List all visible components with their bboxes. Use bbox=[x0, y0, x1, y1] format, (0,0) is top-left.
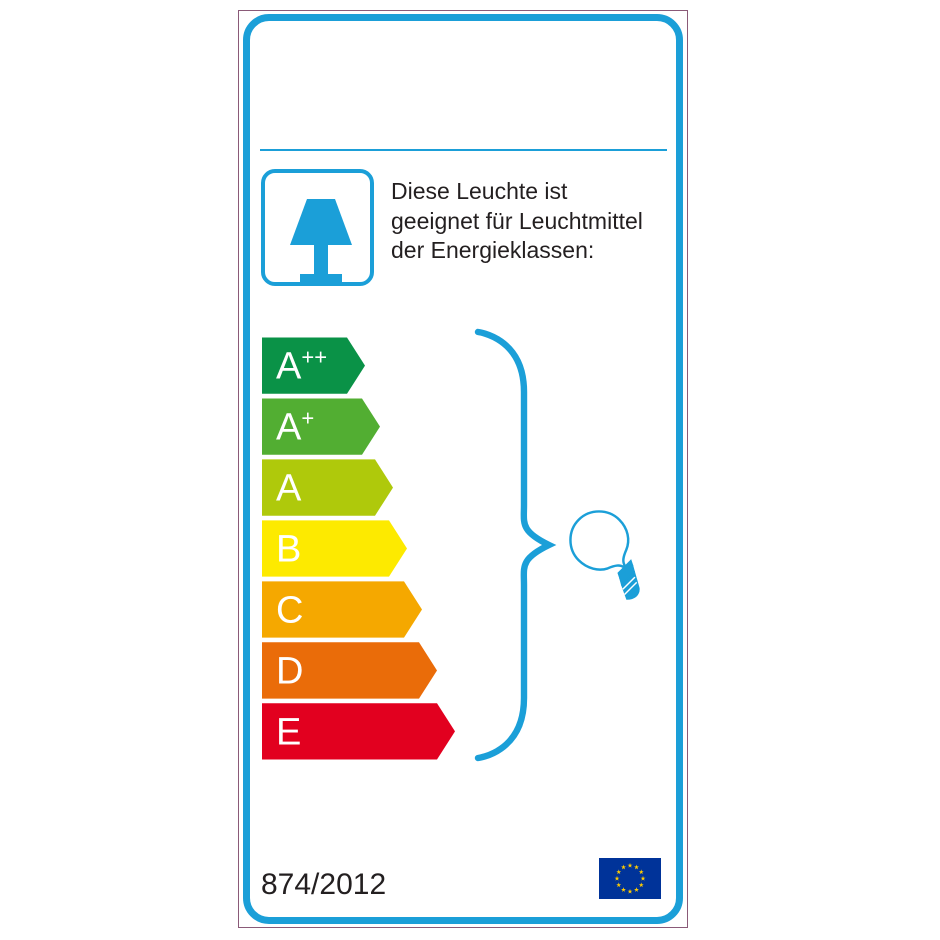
svg-text:E: E bbox=[276, 711, 301, 753]
svg-text:A: A bbox=[276, 468, 302, 510]
svg-text:D: D bbox=[276, 650, 303, 692]
svg-text:C: C bbox=[276, 589, 303, 631]
svg-text:B: B bbox=[276, 529, 301, 571]
